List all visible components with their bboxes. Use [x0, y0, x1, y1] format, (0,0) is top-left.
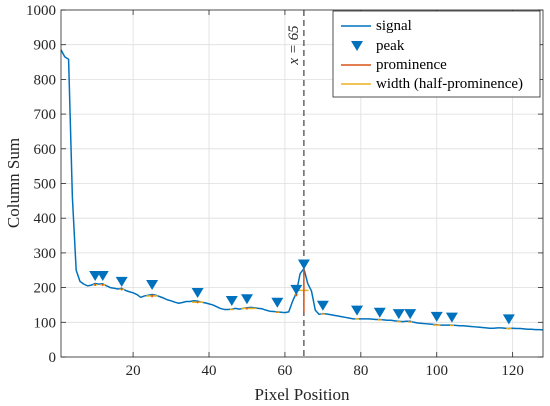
x-axis-label: Pixel Position: [255, 385, 350, 404]
peak-marker: [297, 259, 310, 270]
peak-marker: [502, 314, 515, 325]
y-tick-label: 500: [34, 177, 57, 193]
x-tick-label: 60: [277, 363, 292, 379]
legend-swatch-peak: [351, 41, 363, 51]
peak-marker: [191, 287, 204, 298]
peak-marker: [89, 270, 102, 281]
peak-marker: [146, 279, 159, 290]
legend-label-width: width (half-prominence): [376, 76, 523, 92]
y-tick-label: 900: [34, 38, 57, 54]
peak-marker: [373, 307, 386, 318]
y-tick-label: 600: [34, 142, 57, 158]
peak-marker: [240, 294, 253, 305]
y-tick-label: 300: [34, 246, 57, 262]
legend-label-prominence: prominence: [376, 57, 447, 73]
peak-marker: [430, 311, 443, 322]
peak-marker: [271, 297, 284, 308]
peak-marker: [96, 270, 109, 281]
peak-marker: [316, 300, 329, 311]
peak-marker: [404, 309, 417, 320]
signal-line: [60, 49, 544, 331]
x-tick-label: 40: [202, 363, 217, 379]
x-tick-label: 20: [126, 363, 141, 379]
y-tick-label: 100: [34, 315, 57, 331]
peak-marker: [225, 295, 238, 306]
legend-label-peak: peak: [376, 38, 405, 54]
y-axis-label: Column Sum: [4, 138, 23, 228]
y-tick-label: 400: [34, 211, 57, 227]
tick-labels: 20 40 60 80 100 120 0 100 200 300 400 500 600 700 800 9…: [26, 3, 524, 379]
legend: signal peak prominence width (half-promi…: [332, 10, 541, 98]
y-tick-label: 200: [34, 281, 57, 297]
data-layer: x = 65: [60, 10, 544, 357]
y-tick-label: 1000: [26, 3, 56, 19]
legend-label-signal: signal: [376, 18, 412, 34]
peak-marker: [290, 284, 303, 295]
y-tick-label: 0: [49, 350, 57, 366]
x-tick-label: 120: [501, 363, 524, 379]
vline-label: x = 65: [286, 25, 302, 66]
peak-marker: [445, 312, 458, 323]
peak-marker: [115, 276, 128, 287]
x-tick-label: 100: [425, 363, 448, 379]
y-tick-label: 800: [34, 72, 57, 88]
peak-marker: [351, 305, 364, 316]
x-tick-label: 80: [353, 363, 368, 379]
peak-marker: [392, 309, 405, 320]
y-tick-label: 700: [34, 107, 57, 123]
